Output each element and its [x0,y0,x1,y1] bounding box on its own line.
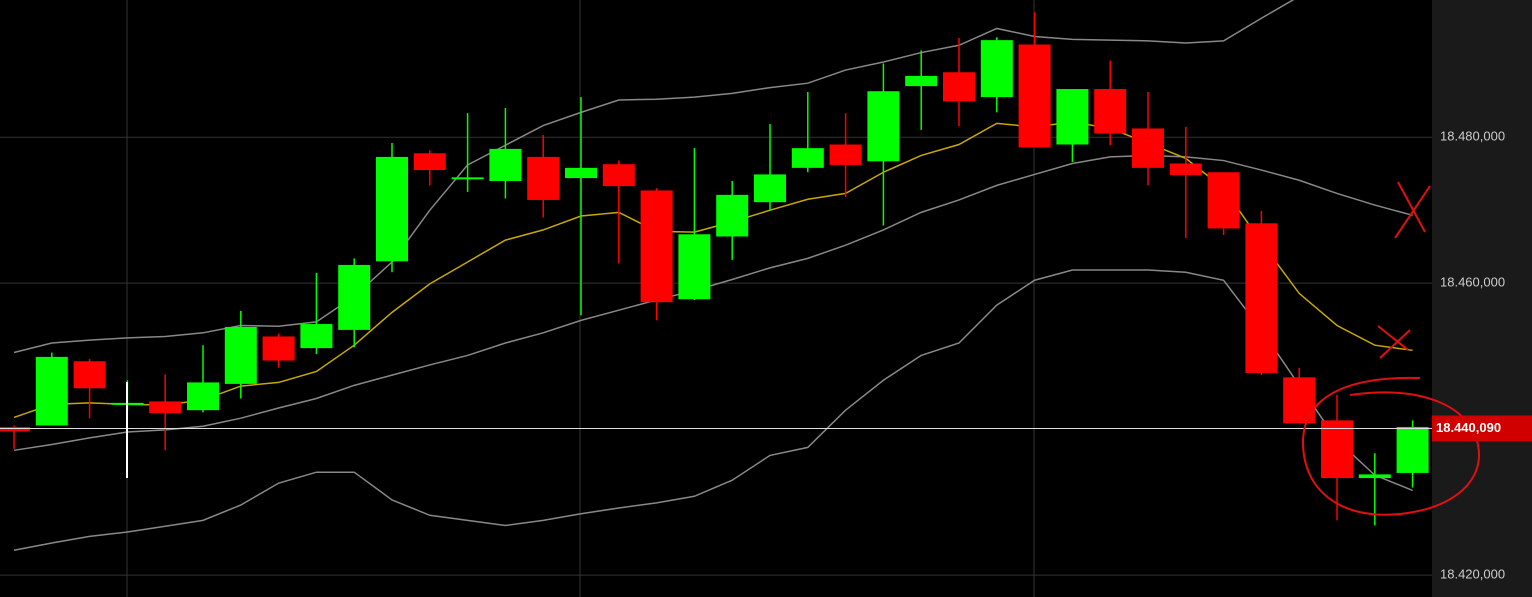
candle-body [451,177,484,180]
circle-annotation [1301,376,1480,516]
candle-body [262,336,295,361]
candle-body [716,194,749,237]
candle-body [1094,89,1127,134]
candle-body [376,156,408,262]
candle-body [943,72,975,102]
candle-body [678,234,711,300]
candle-body [1245,223,1278,373]
indicator-line [13,269,1413,552]
candle-body [640,190,673,303]
candle-body [149,401,182,414]
candle-body [829,144,862,165]
candle-body [527,156,560,200]
candle-body [1283,377,1316,424]
y-tick-label: 18.480,000 [1440,129,1505,144]
candle-body [489,148,522,181]
candle-body [754,174,786,203]
candle-body [1396,426,1429,473]
candle-body [35,356,68,426]
candle-body [565,167,597,179]
current-price-box [1432,415,1532,442]
candle-body [224,326,257,384]
y-tick-label: 18.420,000 [1440,567,1505,582]
candle-body [1321,420,1353,479]
candle-body [1207,172,1240,229]
candle-body [1169,163,1202,176]
candle-body [338,264,371,330]
candle-body [73,361,106,389]
x-annotation [1377,325,1411,359]
candle-body [1132,128,1164,168]
candle-body [791,148,824,168]
candle-body [1056,89,1089,145]
candle-body [602,164,635,187]
price-axis: 18.480,000 18.460,000 18.420,000 18.440,090 [1432,129,1532,582]
current-price-label: 18.440,090 [1436,420,1501,435]
candle-body [300,324,333,349]
candle-body [867,91,900,162]
candle-body [1358,474,1391,479]
candle-body [413,153,446,171]
grid [0,136,1432,576]
candle-body [187,382,219,411]
indicator-line [13,154,1413,452]
plot-area [0,0,1432,552]
candle-body [1018,44,1051,148]
y-tick-label: 18.460,000 [1440,275,1505,290]
candle-body [0,426,30,432]
candle-body [905,75,938,87]
annotations [1301,181,1480,516]
price-axis-panel [1432,0,1532,597]
indicator-line [13,121,1413,419]
candle-body [980,40,1013,98]
x-annotation [1394,181,1431,239]
